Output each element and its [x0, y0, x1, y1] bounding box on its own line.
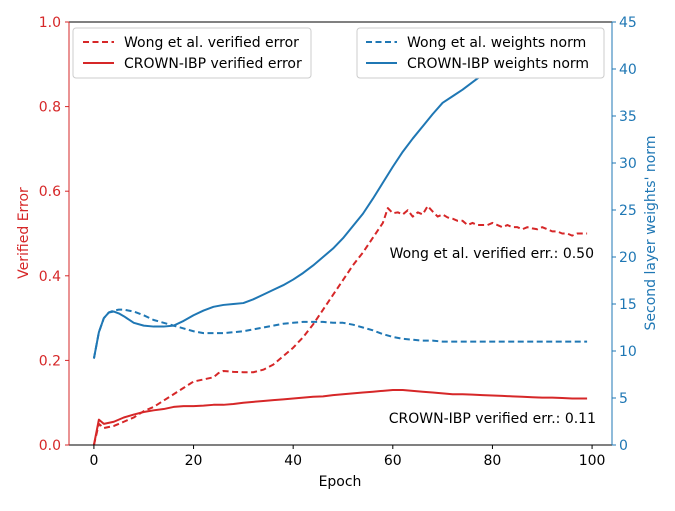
legend-right-crown-label: CROWN-IBP weights norm	[407, 56, 589, 72]
legend-right: Wong et al. weights norm CROWN-IBP weigh…	[356, 27, 605, 79]
series-line-crown-norm	[92, 52, 588, 359]
x-tick-label: 80	[484, 453, 502, 469]
legend-right-wong-label: Wong et al. weights norm	[407, 35, 586, 51]
right-y-tick-label: 35	[619, 109, 637, 125]
left-y-tick-label: 0.2	[39, 353, 61, 369]
series-line-wong-err	[92, 205, 588, 446]
annotation-wong-verified-err: Wong et al. verified err.: 0.50	[390, 246, 594, 262]
right-y-tick-label: 10	[619, 344, 637, 360]
legend-left-wong-label: Wong et al. verified error	[124, 35, 299, 51]
right-y-tick-label: 20	[619, 250, 637, 266]
x-tick-label: 100	[579, 453, 606, 469]
legend-right-box	[356, 27, 605, 79]
x-tick-label: 60	[384, 453, 402, 469]
series-line-crown-err	[92, 389, 588, 446]
x-tick-label: 40	[284, 453, 302, 469]
left-y-tick-label: 0.4	[39, 269, 61, 285]
right-y-tick-label: 25	[619, 203, 637, 219]
right-y-tick-label: 45	[619, 15, 637, 31]
right-y-tick-label: 40	[619, 62, 637, 78]
left-y-tick-label: 0.6	[39, 184, 61, 200]
right-y-axis-label: Second layer weights' norm	[643, 136, 659, 331]
annotation-crown-verified-err: CROWN-IBP verified err.: 0.11	[389, 411, 596, 427]
left-y-tick-label: 0.0	[39, 438, 61, 454]
legend-left: Wong et al. verified error CROWN-IBP ver…	[72, 27, 312, 79]
x-tick-label: 20	[185, 453, 203, 469]
right-y-tick-label: 0	[619, 438, 628, 454]
legend-left-crown-label: CROWN-IBP verified error	[124, 56, 302, 72]
right-y-tick-label: 5	[619, 391, 628, 407]
right-y-tick-label: 15	[619, 297, 637, 313]
right-y-tick-label: 30	[619, 156, 637, 172]
left-y-tick-label: 1.0	[39, 15, 61, 31]
series-line-wong-norm	[92, 308, 588, 359]
legend-left-box	[72, 27, 312, 79]
x-axis-label: Epoch	[319, 474, 362, 490]
x-tick-label: 0	[89, 453, 98, 469]
left-y-tick-label: 0.8	[39, 100, 61, 116]
left-y-axis-label: Verified Error	[16, 187, 32, 279]
axes-layer: 0 20 40 60 80 100 0.0 0.2 0.4 0.6 0.8 1.0 0 5 10 15 20 25…	[39, 15, 637, 469]
